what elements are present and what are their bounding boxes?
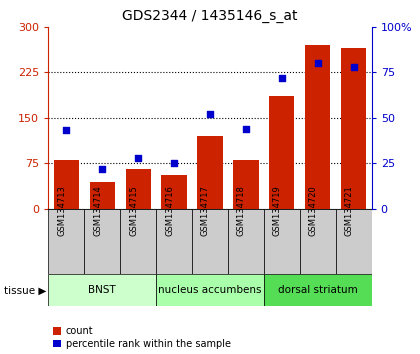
Bar <box>336 209 372 274</box>
Bar <box>126 169 151 209</box>
Bar <box>84 209 120 274</box>
Text: GSM134718: GSM134718 <box>237 185 246 236</box>
Bar <box>156 274 264 306</box>
Point <box>99 166 105 172</box>
Bar <box>48 209 84 274</box>
Point <box>278 75 285 80</box>
Text: nucleus accumbens: nucleus accumbens <box>158 285 262 295</box>
Bar <box>192 209 228 274</box>
Bar <box>264 274 372 306</box>
Bar <box>162 176 186 209</box>
Point <box>63 128 70 133</box>
Text: GSM134713: GSM134713 <box>57 185 66 236</box>
Bar <box>89 182 115 209</box>
Bar <box>234 160 259 209</box>
Point <box>350 64 357 69</box>
Bar <box>300 209 336 274</box>
Text: GSM134721: GSM134721 <box>345 185 354 236</box>
Bar <box>54 160 79 209</box>
Text: tissue ▶: tissue ▶ <box>4 285 47 295</box>
Point <box>243 126 249 131</box>
Bar <box>120 209 156 274</box>
Text: BNST: BNST <box>88 285 116 295</box>
Text: GDS2344 / 1435146_s_at: GDS2344 / 1435146_s_at <box>122 9 298 23</box>
Point <box>135 155 142 161</box>
Bar <box>228 209 264 274</box>
Text: GSM134717: GSM134717 <box>201 185 210 236</box>
Text: GSM134715: GSM134715 <box>129 185 138 236</box>
Text: GSM134720: GSM134720 <box>309 185 318 236</box>
Point <box>315 60 321 66</box>
Point <box>171 160 177 166</box>
Bar <box>305 45 331 209</box>
Bar <box>269 96 294 209</box>
Bar <box>197 136 223 209</box>
Legend: count, percentile rank within the sample: count, percentile rank within the sample <box>53 326 231 349</box>
Text: GSM134719: GSM134719 <box>273 185 282 236</box>
Text: GSM134716: GSM134716 <box>165 185 174 236</box>
Bar <box>48 274 156 306</box>
Bar <box>156 209 192 274</box>
Point <box>207 111 213 117</box>
Text: GSM134714: GSM134714 <box>93 185 102 236</box>
Bar <box>264 209 300 274</box>
Bar <box>341 48 366 209</box>
Text: dorsal striatum: dorsal striatum <box>278 285 358 295</box>
